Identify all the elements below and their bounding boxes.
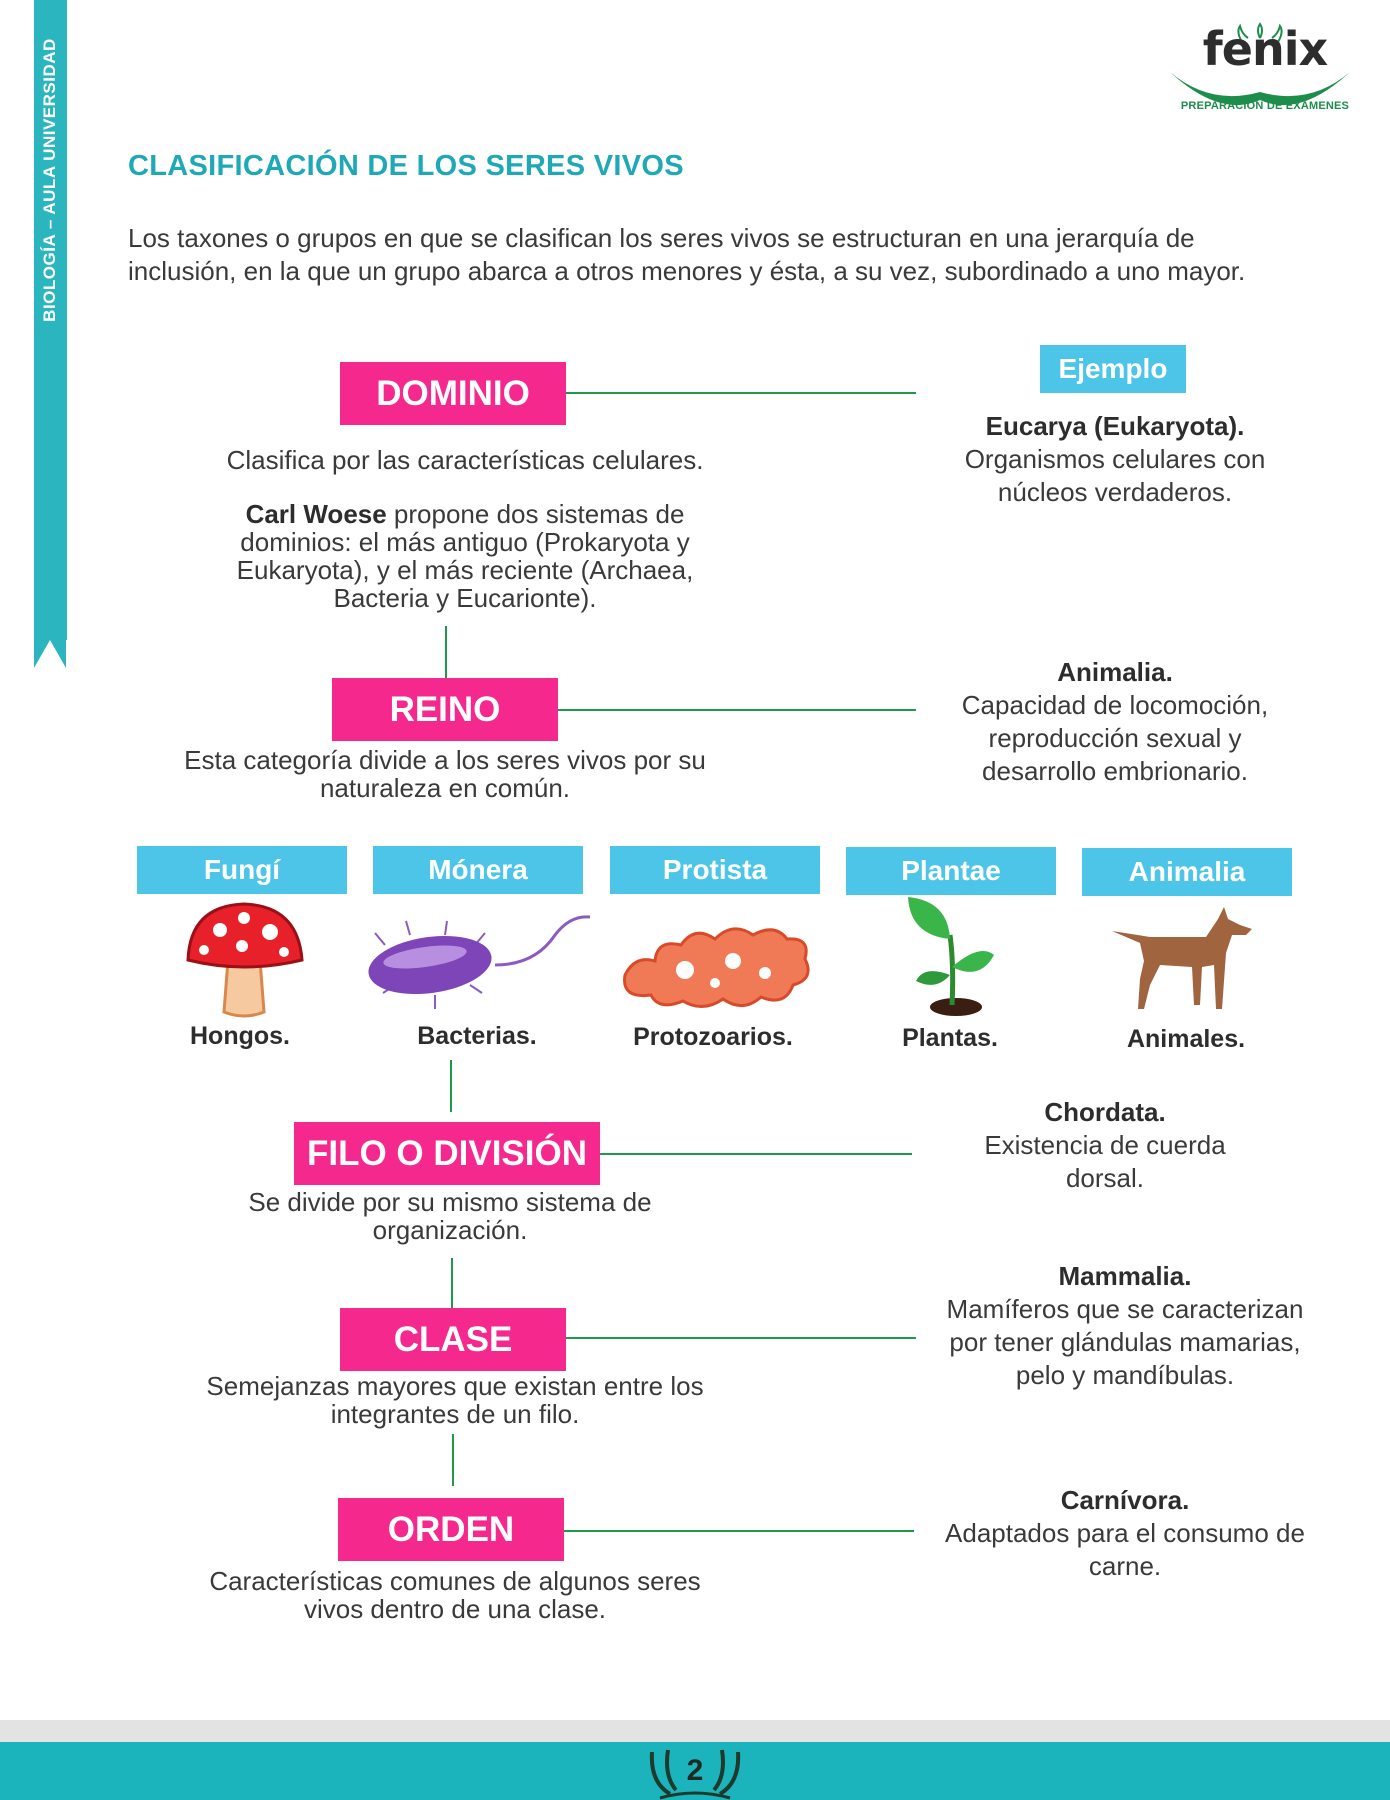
page-number: 2 (686, 1754, 704, 1787)
laurel-icon (649, 1749, 741, 1800)
clase-connector (566, 1337, 916, 1339)
mushroom-icon (186, 902, 304, 1018)
clase-description: Semejanzas mayores que existan entre los… (206, 1371, 704, 1429)
side-label: BIOLOGÍA – AULA UNIVERSIDAD (40, 38, 59, 322)
page-title: CLASIFICACIÓN DE LOS SERES VIVOS (128, 150, 684, 182)
bacterium-icon (368, 915, 591, 1009)
example-label: Ejemplo (1040, 345, 1186, 393)
reino-box: REINO (332, 678, 558, 741)
filo-clase-connector (451, 1258, 453, 1310)
dominio-description: Clasifica por las características celula… (226, 445, 704, 475)
side-banner-notch (34, 640, 66, 668)
reino-description: Esta categoría divide a los seres vivos … (184, 745, 706, 803)
filo-example: Chordata. Existencia de cuerda dorsal. (960, 1096, 1250, 1195)
dominio-example-text: Organismos celulares con núcleos verdade… (964, 444, 1266, 507)
dominio-note-author: Carl Woese (245, 499, 387, 529)
dominio-reino-connector (445, 626, 447, 678)
clase-box: CLASE (340, 1308, 566, 1371)
footer-gray-band (0, 1720, 1390, 1742)
filo-connector (600, 1153, 912, 1155)
dominio-connector (566, 392, 916, 394)
orden-example: Carnívora. Adaptados para el consumo de … (945, 1484, 1305, 1583)
dominio-example: Eucarya (Eukaryota). Organismos celulare… (920, 410, 1310, 509)
orden-box: ORDEN (338, 1498, 564, 1561)
side-banner (34, 0, 67, 640)
page-number-badge: 2 (0, 1742, 1390, 1800)
kingdom-caption-plantae: Plantas. (902, 1024, 998, 1052)
orden-description: Características comunes de algunos seres… (209, 1566, 701, 1624)
dominio-example-title: Eucarya (Eukaryota). (985, 411, 1245, 441)
dominio-note-text: propone dos sistemas de dominios: el más… (236, 499, 694, 613)
dominio-note: Carl Woese propone dos sistemas de domin… (190, 500, 740, 612)
kingdom-label-protista: Protista (610, 846, 820, 894)
dog-icon (1112, 907, 1252, 1009)
logo-tagline: PREPARACIÓN DE EXÁMENES (1180, 100, 1350, 112)
clase-orden-connector (452, 1434, 454, 1486)
clase-example-text: Mamíferos que se caracterizan por tener … (946, 1294, 1304, 1390)
kingdom-label-animalia: Animalia (1082, 848, 1292, 896)
orden-connector (564, 1530, 914, 1532)
dominio-box: DOMINIO (340, 362, 566, 425)
kingdom-caption-animalia: Animales. (1126, 1025, 1246, 1053)
reino-example-text: Capacidad de locomoción, reproducción se… (961, 690, 1269, 786)
kingdom-caption-protista: Protozoarios. (633, 1023, 793, 1051)
clase-example: Mammalia. Mamíferos que se caracterizan … (930, 1260, 1320, 1392)
fenix-logo (1170, 22, 1350, 106)
kingdom-label-monera: Mónera (373, 846, 583, 894)
kingdom-label-fungi: Fungí (137, 846, 347, 894)
reino-example: Animalia. Capacidad de locomoción, repro… (930, 656, 1300, 788)
reino-connector (558, 709, 916, 711)
filo-description: Se divide por su mismo sistema de organi… (248, 1187, 652, 1245)
kingdom-label-plantae: Plantae (846, 847, 1056, 895)
orden-example-title: Carnívora. (1060, 1485, 1190, 1515)
filo-box: FILO O DIVISIÓN (294, 1122, 600, 1185)
intro-paragraph: Los taxones o grupos en que se clasifica… (128, 223, 1246, 286)
footer-teal-band (0, 1742, 1390, 1800)
kingdom-caption-fungi: Hongos. (190, 1022, 290, 1050)
kingdom-caption-monera: Bacterias. (417, 1022, 537, 1050)
reino-example-title: Animalia. (1057, 657, 1173, 687)
sprout-icon (908, 897, 994, 1016)
logo-wordmark: fenix (1202, 22, 1328, 76)
filo-example-text: Existencia de cuerda dorsal. (984, 1130, 1226, 1193)
reino-filo-connector (450, 1060, 452, 1112)
clase-example-title: Mammalia. (1058, 1261, 1192, 1291)
filo-example-title: Chordata. (1044, 1097, 1166, 1127)
orden-example-text: Adaptados para el consumo de carne. (945, 1518, 1305, 1581)
amoeba-icon (623, 927, 810, 1008)
